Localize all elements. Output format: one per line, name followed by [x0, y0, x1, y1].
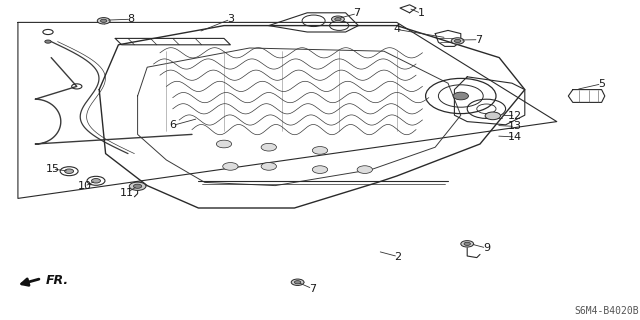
Text: 5: 5 — [598, 79, 605, 89]
Circle shape — [291, 279, 304, 285]
Text: 7: 7 — [353, 8, 361, 19]
Text: 3: 3 — [227, 14, 234, 24]
Text: 2: 2 — [394, 252, 402, 262]
Text: 4: 4 — [393, 24, 401, 35]
Circle shape — [261, 163, 276, 170]
Text: 13: 13 — [508, 121, 522, 132]
Circle shape — [312, 147, 328, 154]
Circle shape — [45, 40, 51, 43]
Circle shape — [335, 18, 341, 21]
Text: S6M4-B4020B: S6M4-B4020B — [574, 306, 639, 316]
Circle shape — [129, 182, 146, 190]
Text: 12: 12 — [508, 111, 522, 121]
Text: 14: 14 — [508, 132, 522, 142]
Circle shape — [216, 140, 232, 148]
Circle shape — [312, 166, 328, 173]
Circle shape — [485, 112, 500, 120]
Text: 11: 11 — [120, 188, 134, 198]
Text: 9: 9 — [483, 243, 490, 253]
Circle shape — [134, 184, 142, 188]
Circle shape — [294, 281, 301, 284]
Text: 10: 10 — [77, 181, 92, 191]
Circle shape — [97, 18, 110, 24]
Circle shape — [453, 92, 468, 100]
Circle shape — [357, 166, 372, 173]
Circle shape — [134, 184, 141, 187]
Text: 1: 1 — [418, 8, 424, 19]
Text: 7: 7 — [475, 35, 483, 45]
Circle shape — [464, 242, 470, 245]
Circle shape — [65, 169, 74, 173]
Circle shape — [261, 143, 276, 151]
Text: 8: 8 — [127, 14, 135, 24]
Text: 7: 7 — [308, 284, 316, 294]
Circle shape — [451, 38, 464, 44]
Circle shape — [332, 16, 344, 22]
Text: FR.: FR. — [46, 274, 69, 286]
Circle shape — [454, 39, 461, 43]
Circle shape — [131, 182, 144, 189]
Circle shape — [100, 19, 107, 22]
Circle shape — [92, 179, 100, 183]
Circle shape — [223, 163, 238, 170]
Text: 6: 6 — [170, 120, 176, 131]
Circle shape — [461, 241, 474, 247]
Text: 15: 15 — [45, 164, 60, 174]
